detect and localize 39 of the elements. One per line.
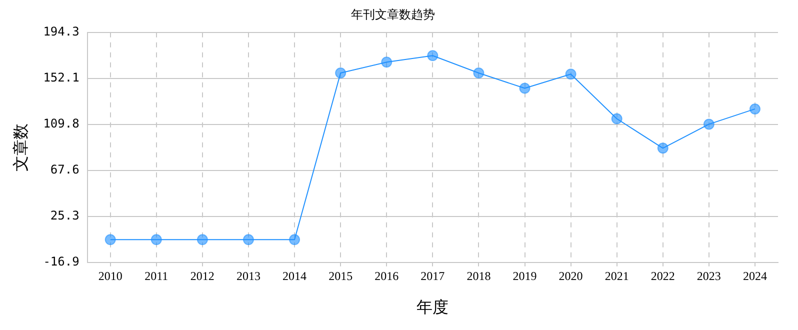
point <box>519 82 530 94</box>
x-tick-label: 2017 <box>420 268 445 283</box>
y-tick-label: -16.9 <box>43 254 80 269</box>
point <box>381 56 392 68</box>
y-axis-title: 文章数 <box>12 123 30 172</box>
x-tick-label: 2021 <box>604 268 629 283</box>
y-tick-label: 67.6 <box>50 162 80 177</box>
point <box>749 103 760 114</box>
x-tick-label: 2019 <box>512 268 537 283</box>
point <box>657 142 668 154</box>
x-tick-label: 2023 <box>696 268 721 283</box>
y-tick-label: 152.1 <box>43 70 80 84</box>
point <box>196 234 208 246</box>
point <box>335 68 346 79</box>
x-tick-label: 2024 <box>742 268 767 283</box>
x-tick-label: 2013 <box>236 268 260 283</box>
point <box>565 68 576 80</box>
x-tick-label: 2010 <box>98 268 122 283</box>
x-tick-label: 2015 <box>328 268 353 283</box>
x-tick-label: 2012 <box>190 268 214 283</box>
x-tick-label: 2016 <box>374 268 399 283</box>
x-axis-title: 年度 <box>416 298 449 317</box>
x-tick-label: 2022 <box>650 268 675 283</box>
x-tick-label: 2011 <box>144 268 168 283</box>
x-tick-label: 2014 <box>282 268 307 283</box>
point <box>150 234 162 246</box>
x-tick-label: 2020 <box>558 268 583 283</box>
y-tick-label: 109.8 <box>43 116 80 131</box>
y-tick-label: 25.3 <box>50 208 80 223</box>
point <box>289 234 300 246</box>
point <box>242 234 254 246</box>
point <box>703 118 714 130</box>
x-tick-label: 2018 <box>466 268 491 283</box>
y-tick-label: 194.3 <box>43 24 80 39</box>
point <box>104 234 116 246</box>
chart-title: 年刊文章数趋势 <box>351 7 435 22</box>
point <box>611 113 622 124</box>
point <box>427 50 438 62</box>
point <box>473 68 484 79</box>
